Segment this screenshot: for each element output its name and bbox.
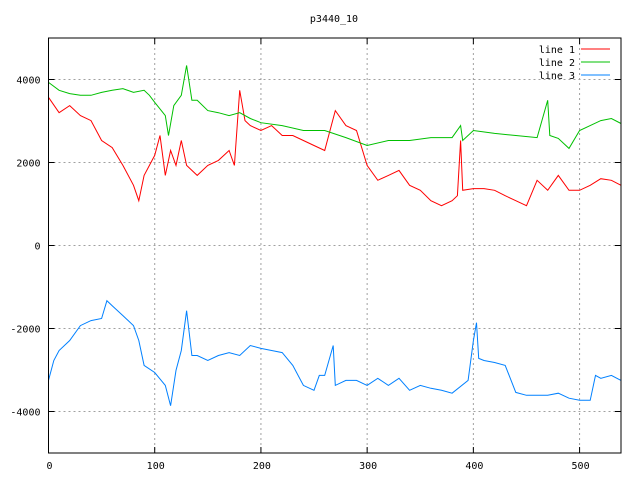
ticks: 0 100 200 300 400 500 -4000 -2000 0 2000 4000 [10,38,621,472]
x-tick-label: 200 [253,461,271,472]
legend-label: line 1 [539,45,575,56]
x-tick-label: 300 [359,461,377,472]
series-line-3 [48,299,622,406]
y-tick-label: 4000 [16,76,40,87]
series-line-2 [48,65,622,150]
y-tick-label: -2000 [10,325,40,336]
series-line-1 [48,90,622,207]
y-tick-label: -4000 [10,408,40,419]
x-tick-label: 500 [572,461,590,472]
y-tick-label: 2000 [16,159,40,170]
x-tick-label: 0 [46,461,52,472]
y-tick-label: 0 [34,242,40,253]
legend-label: line 3 [539,71,575,82]
legend-label: line 2 [539,58,575,69]
legend: line 1 line 2 line 3 [539,45,610,82]
series-group [48,65,622,406]
grid [48,38,621,453]
x-tick-label: 400 [465,461,483,472]
x-tick-label: 100 [147,461,165,472]
chart-title: p3440_10 [310,14,358,25]
